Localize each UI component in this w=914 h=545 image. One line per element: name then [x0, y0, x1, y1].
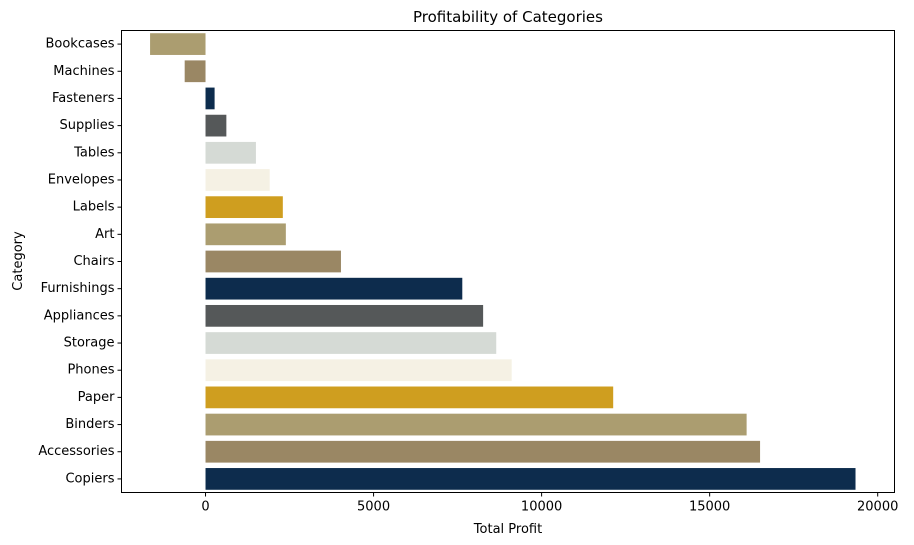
x-tick-label: 5000 — [357, 500, 390, 515]
bar-binders — [205, 413, 747, 436]
y-tick-label-furnishings: Furnishings — [41, 281, 115, 296]
bar-bookcases — [150, 33, 206, 55]
bar-machines — [184, 60, 206, 83]
y-tick-label-copiers: Copiers — [65, 471, 114, 486]
x-tick-label: 20000 — [857, 500, 898, 515]
y-tick-label-storage: Storage — [64, 336, 115, 351]
y-tick-label-phones: Phones — [67, 363, 114, 378]
bar-envelopes — [205, 169, 270, 191]
bar-accessories — [205, 440, 761, 463]
bar-chairs — [205, 250, 341, 273]
y-tick-label-chairs: Chairs — [73, 254, 114, 269]
bar-phones — [205, 359, 512, 382]
x-ticks-group: 0 5000 10000 15000 20000 — [201, 492, 898, 515]
bar-art — [205, 223, 286, 246]
bar-appliances — [205, 304, 484, 327]
y-tick-label-art: Art — [95, 227, 114, 242]
y-tick-label-machines: Machines — [53, 64, 114, 79]
y-tick-label-binders: Binders — [65, 417, 114, 432]
y-tick-label-labels: Labels — [73, 200, 115, 215]
y-tick-label-envelopes: Envelopes — [48, 172, 115, 187]
chart-title: Profitability of Categories — [413, 8, 603, 26]
x-axis-label: Total Profit — [473, 522, 542, 537]
x-tick-label: 0 — [201, 500, 209, 515]
bar-labels — [205, 196, 283, 219]
bar-supplies — [205, 114, 227, 137]
y-tick-label-tables: Tables — [73, 145, 115, 160]
bar-storage — [205, 332, 497, 354]
bar-tables — [205, 141, 256, 164]
y-tick-label-paper: Paper — [78, 390, 115, 405]
bar-fasteners — [205, 87, 215, 110]
y-tick-label-appliances: Appliances — [44, 308, 115, 323]
bar-furnishings — [205, 277, 463, 300]
y-tick-label-supplies: Supplies — [60, 118, 115, 133]
y-tick-label-accessories: Accessories — [38, 444, 114, 459]
x-tick-label: 15000 — [689, 500, 730, 515]
x-tick-label: 10000 — [521, 500, 562, 515]
bars-group — [150, 33, 856, 490]
y-ticks-group: Bookcases Machines Fasteners Supplies Tables… — [38, 37, 122, 486]
y-axis-label: Category — [11, 231, 26, 291]
bar-copiers — [205, 468, 856, 490]
y-tick-label-bookcases: Bookcases — [45, 37, 114, 52]
bar-paper — [205, 386, 614, 409]
y-tick-label-fasteners: Fasteners — [52, 91, 115, 106]
